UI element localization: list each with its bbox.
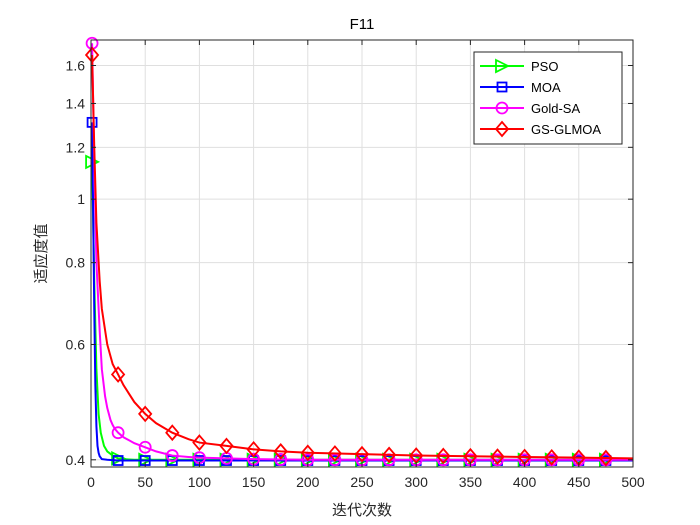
legend-label: PSO (531, 59, 558, 74)
legend-label: GS-GLMOA (531, 122, 601, 137)
legend-marker-gs-glmoa (494, 120, 510, 138)
legend-marker-gold-sa (495, 101, 509, 115)
x-tick-label: 400 (513, 474, 537, 490)
legend: PSO MOA Gold-SA GS-GLMOA (473, 51, 623, 145)
y-tick-label: 1 (77, 191, 85, 207)
x-tick-label: 100 (188, 474, 212, 490)
x-tick-label: 350 (459, 474, 483, 490)
legend-item-pso: PSO (480, 58, 558, 74)
ticks: 0 50 100 150 200 250 300 350 400 450 500 0.4 0.6 0.8 1… (66, 40, 645, 490)
y-tick-label: 1.4 (66, 95, 86, 111)
legend-marker-moa (496, 81, 508, 93)
data-point-gold-sa (111, 426, 125, 440)
data-point-gs-glmoa (544, 448, 559, 466)
data-point-gs-glmoa (598, 449, 614, 467)
series-line-pso (91, 161, 633, 461)
data-point-gs-glmoa (84, 46, 100, 64)
y-tick-label: 1.2 (66, 139, 86, 155)
series-pso (85, 154, 633, 468)
data-point-gs-glmoa (192, 434, 207, 451)
data-point-gold-sa (274, 453, 288, 466)
data-point-gold-sa (436, 453, 450, 467)
data-point-gold-sa (491, 453, 504, 467)
y-tick-label: 1.6 (66, 57, 86, 73)
legend-item-moa: MOA (480, 80, 561, 95)
data-point-gs-glmoa (246, 440, 261, 458)
data-point-gs-glmoa (490, 448, 505, 465)
series-gs-glmoa (84, 46, 634, 467)
y-tick-label: 0.4 (66, 452, 86, 468)
legend-item-gs-glmoa: GS-GLMOA (480, 120, 601, 138)
data-point-moa (112, 455, 124, 466)
y-axis-title: 适应度值 (32, 223, 50, 283)
x-tick-label: 300 (405, 474, 429, 490)
data-point-gs-glmoa (219, 437, 234, 455)
x-tick-label: 500 (621, 474, 645, 490)
data-point-gold-sa (138, 440, 152, 454)
data-point-gold-sa (165, 449, 179, 462)
y-tick-label: 0.6 (66, 336, 86, 352)
chart-title: F11 (350, 16, 375, 33)
data-point-gs-glmoa (300, 444, 315, 462)
series-moa (86, 116, 633, 466)
series-line-gold-sa (91, 43, 633, 461)
series-line-gs-glmoa (91, 54, 634, 460)
data-point-gs-glmoa (165, 424, 180, 442)
x-tick-label: 0 (87, 474, 95, 490)
data-point-gs-glmoa (273, 443, 288, 460)
data-point-gs-glmoa (381, 446, 397, 464)
data-point-moa (86, 116, 98, 128)
y-tick-label: 0.8 (66, 255, 86, 271)
data-point-gs-glmoa (436, 447, 451, 465)
x-tick-label: 250 (350, 474, 374, 490)
x-tick-label: 50 (137, 474, 153, 490)
data-point-gs-glmoa (327, 445, 343, 462)
data-point-gs-glmoa (138, 405, 153, 423)
series-line-moa (91, 122, 633, 462)
data-point-gs-glmoa (354, 445, 370, 463)
x-tick-label: 150 (242, 474, 266, 490)
legend-marker-pso (495, 58, 511, 74)
series-layer (84, 36, 634, 468)
legend-item-gold-sa: Gold-SA (480, 101, 580, 116)
x-axis-title: 迭代次数 (332, 501, 392, 519)
x-tick-label: 200 (296, 474, 320, 490)
x-tick-label: 450 (567, 474, 591, 490)
legend-label: MOA (531, 80, 561, 95)
data-point-gs-glmoa (110, 366, 126, 383)
legend-label: Gold-SA (531, 101, 580, 116)
